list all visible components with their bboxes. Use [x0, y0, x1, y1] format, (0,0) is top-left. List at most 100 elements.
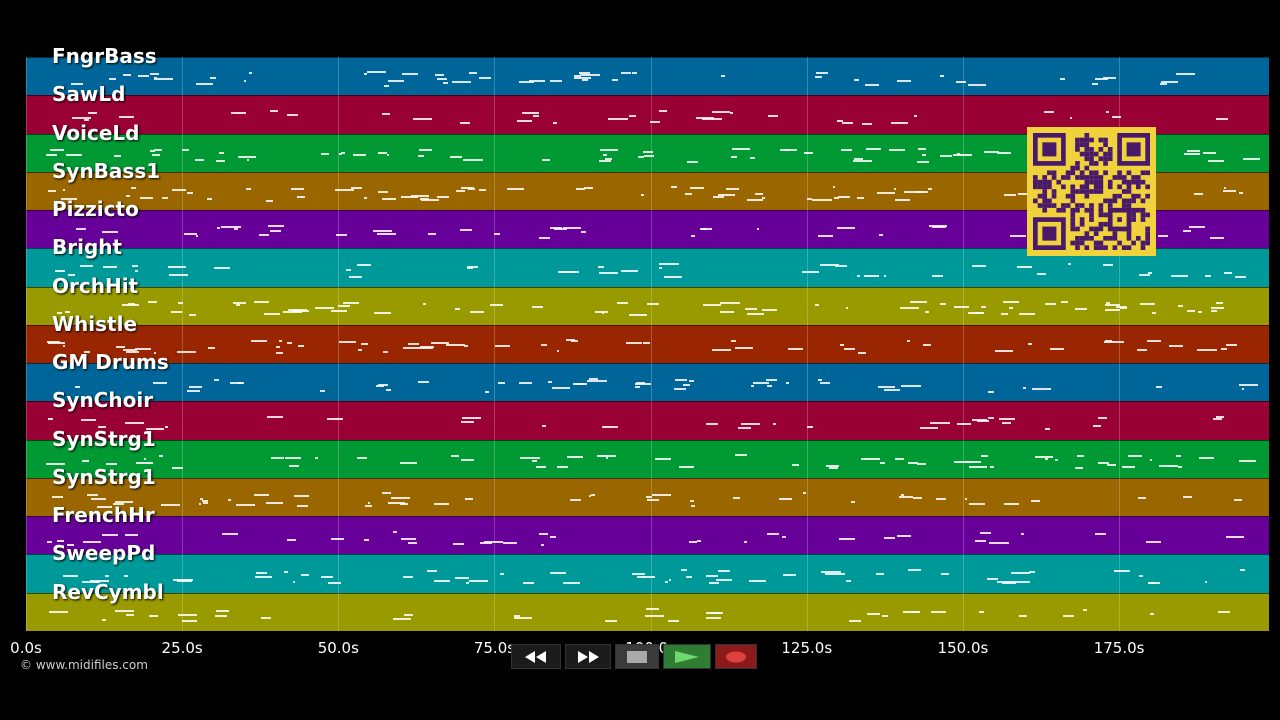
midi-note	[470, 310, 484, 313]
midi-note	[972, 265, 986, 268]
midi-note	[536, 465, 546, 468]
midi-note	[701, 118, 722, 121]
midi-note	[286, 113, 299, 116]
time-gridline	[962, 57, 964, 631]
midi-note	[233, 228, 239, 231]
midi-note	[1149, 458, 1153, 461]
midi-note	[1215, 302, 1223, 305]
midi-note	[292, 580, 296, 583]
midi-note	[705, 612, 721, 615]
midi-note	[533, 114, 540, 117]
midi-note	[917, 463, 926, 466]
midi-note	[856, 274, 860, 277]
midi-note	[701, 228, 712, 231]
track-lane[interactable]	[26, 439, 1269, 478]
midi-note	[346, 269, 352, 272]
midi-note	[912, 497, 923, 500]
track-lane[interactable]	[26, 324, 1269, 364]
qr-module	[1070, 184, 1076, 190]
midi-note	[726, 187, 740, 190]
midi-note	[818, 234, 833, 237]
midi-note	[1003, 301, 1019, 304]
midi-note	[435, 74, 444, 77]
midi-note	[162, 196, 169, 199]
midi-note	[260, 616, 272, 619]
midi-note	[427, 570, 437, 573]
track-lane[interactable]	[26, 401, 1269, 440]
midi-note	[1210, 309, 1218, 312]
midi-note	[251, 340, 268, 343]
midi-note	[268, 224, 284, 227]
midi-note	[451, 454, 460, 457]
midi-note	[591, 494, 595, 497]
qr-module	[1103, 245, 1108, 250]
midi-note	[969, 465, 988, 468]
play-button[interactable]	[663, 644, 711, 669]
midi-note	[403, 575, 414, 578]
midi-note	[125, 194, 131, 197]
midi-note	[941, 573, 949, 576]
qr-module	[1042, 198, 1048, 204]
qr-module	[1079, 235, 1085, 241]
midi-note	[128, 303, 135, 306]
track-lane[interactable]	[26, 363, 1269, 402]
midi-note	[1226, 535, 1244, 538]
qr-module	[1107, 179, 1113, 185]
midi-note	[339, 152, 343, 155]
midi-note	[75, 385, 81, 388]
midi-note	[126, 613, 134, 616]
fast-forward-button[interactable]	[565, 644, 611, 669]
track-lane[interactable]	[26, 286, 1269, 325]
midi-note	[1092, 82, 1099, 85]
midi-note	[659, 267, 662, 270]
midi-note	[682, 384, 690, 387]
midi-note	[989, 542, 1009, 545]
qr-module	[1098, 207, 1104, 213]
qr-module	[1065, 193, 1071, 199]
rewind-button[interactable]	[511, 644, 561, 669]
midi-note	[940, 154, 952, 157]
midi-note	[1221, 347, 1227, 350]
midi-note	[819, 382, 831, 385]
midi-note	[549, 571, 567, 574]
midi-note	[1045, 458, 1049, 461]
qr-module	[1089, 235, 1094, 241]
track-lane[interactable]	[26, 554, 1269, 593]
midi-note	[118, 115, 135, 118]
midi-note	[833, 196, 840, 199]
midi-note	[989, 466, 994, 469]
qr-module	[1084, 165, 1090, 171]
midi-note	[484, 390, 490, 393]
track-lane[interactable]	[26, 477, 1269, 517]
time-gridline	[338, 57, 340, 631]
midi-note	[176, 580, 192, 583]
qr-module	[1075, 207, 1080, 213]
midi-note	[149, 149, 156, 152]
midi-note	[729, 111, 734, 114]
midi-note	[806, 426, 813, 429]
midi-note	[599, 271, 618, 274]
track-lane[interactable]	[26, 57, 1269, 96]
midi-note	[750, 157, 755, 160]
qr-module	[1084, 156, 1090, 162]
track-lane[interactable]	[26, 516, 1269, 555]
stop-button[interactable]	[615, 644, 659, 669]
track-lane[interactable]	[26, 592, 1269, 631]
qr-module	[1103, 198, 1108, 204]
midi-note	[237, 156, 257, 159]
midi-note	[706, 616, 722, 619]
record-button[interactable]	[715, 644, 757, 669]
midi-note	[979, 532, 992, 535]
midi-note	[679, 465, 695, 468]
midi-note	[523, 582, 535, 585]
midi-note	[956, 153, 960, 156]
qr-module	[1075, 165, 1080, 171]
midi-note	[895, 457, 904, 460]
midi-note	[407, 343, 419, 346]
midi-note	[123, 574, 129, 577]
track-label: Pizzicto	[52, 197, 139, 222]
midi-note	[996, 151, 1012, 154]
midi-note	[782, 536, 786, 539]
midi-note	[364, 196, 368, 199]
midi-note	[749, 580, 767, 583]
